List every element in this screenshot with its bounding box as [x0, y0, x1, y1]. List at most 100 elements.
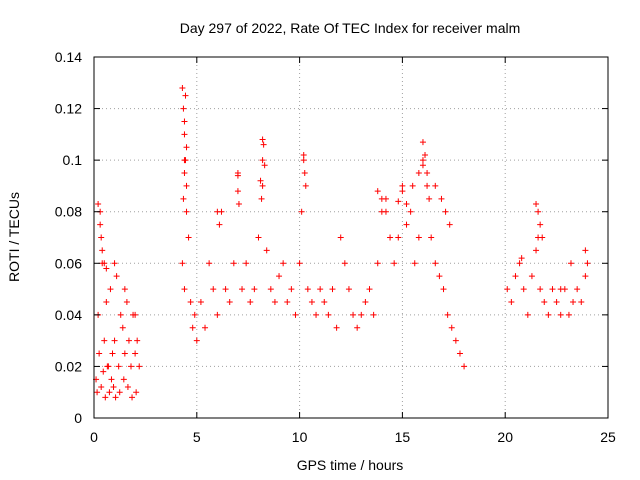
roti-data-point [578, 298, 585, 305]
roti-data-point [234, 188, 241, 195]
roti-data-point [300, 157, 307, 164]
roti-data-point [133, 389, 140, 396]
roti-data-point [354, 324, 361, 331]
roti-data-point [419, 139, 426, 146]
roti-data-point [298, 208, 305, 215]
y-axis-label: ROTI / TECUs [6, 192, 22, 282]
roti-data-point [387, 234, 394, 241]
roti-data-point [193, 337, 200, 344]
roti-data-point [584, 260, 591, 267]
roti-data-point [292, 311, 299, 318]
roti-data-point [210, 286, 217, 293]
roti-data-point [123, 298, 130, 305]
y-tick-label: 0.14 [55, 49, 82, 65]
roti-data-point [187, 298, 194, 305]
roti-data-point [116, 389, 123, 396]
roti-data-point [422, 151, 429, 158]
roti-data-point [370, 311, 377, 318]
roti-data-point [436, 273, 443, 280]
roti-data-point [444, 311, 451, 318]
roti-data-point [317, 286, 324, 293]
roti-data-point [399, 182, 406, 189]
roti-data-point [570, 298, 577, 305]
roti-data-point [382, 208, 389, 215]
roti-data-point [446, 221, 453, 228]
roti-data-point [419, 157, 426, 164]
roti-data-point [516, 260, 523, 267]
roti-data-point [362, 298, 369, 305]
roti-data-point [518, 255, 525, 262]
roti-data-point [99, 247, 106, 254]
roti-data-point [216, 221, 223, 228]
roti-data-point [508, 298, 515, 305]
roti-data-point [101, 260, 108, 267]
roti-data-point [520, 286, 527, 293]
roti-data-point [424, 170, 431, 177]
roti-data-point [442, 208, 449, 215]
roti-data-point [113, 273, 120, 280]
roti-data-point [456, 350, 463, 357]
roti-data-point [432, 182, 439, 189]
roti-data-point [128, 363, 135, 370]
roti-data-point [549, 286, 556, 293]
roti-data-point [183, 182, 190, 189]
y-tick-label: 0.02 [55, 358, 82, 374]
roti-data-point [296, 260, 303, 267]
roti-data-point [313, 311, 320, 318]
roti-data-point [181, 131, 188, 138]
roti-data-point [448, 324, 455, 331]
roti-data-point [255, 234, 262, 241]
roti-data-point [582, 273, 589, 280]
roti-data-point [102, 394, 109, 401]
roti-data-point [121, 286, 128, 293]
roti-data-point [179, 260, 186, 267]
roti-data-point [432, 260, 439, 267]
y-tick-label: 0.12 [55, 101, 82, 117]
roti-data-point [106, 389, 113, 396]
roti-data-point [403, 221, 410, 228]
roti-data-point [202, 324, 209, 331]
roti-data-point [419, 162, 426, 169]
roti-data-point [103, 265, 110, 272]
roti-data-point [565, 311, 572, 318]
roti-data-point [539, 234, 546, 241]
roti-data-point [96, 350, 103, 357]
roti-data-point [226, 298, 233, 305]
roti-data-point [259, 157, 266, 164]
roti-data-point [411, 260, 418, 267]
roti-data-point [263, 247, 270, 254]
roti-data-point [395, 234, 402, 241]
roti-data-point [183, 144, 190, 151]
roti-data-point [259, 182, 266, 189]
roti-data-point [428, 234, 435, 241]
roti-data-point [524, 311, 531, 318]
roti-data-point [284, 298, 291, 305]
roti-data-point [308, 298, 315, 305]
roti-data-point [535, 208, 542, 215]
roti-data-point [557, 286, 564, 293]
y-tick-label: 0 [74, 410, 82, 426]
roti-data-point [115, 363, 122, 370]
roti-data-point [110, 384, 117, 391]
plot-frame [93, 56, 609, 419]
roti-data-point [440, 286, 447, 293]
roti-data-point [533, 247, 540, 254]
roti-data-point [97, 221, 104, 228]
roti-data-point [235, 200, 242, 207]
roti-data-point [574, 286, 581, 293]
roti-data-point [378, 195, 385, 202]
y-tick-label: 0.06 [55, 255, 82, 271]
y-axis-tick-labels: 0 0.02 0.04 0.06 0.08 0.1 0.12 0.14 [55, 49, 82, 426]
data-points [93, 84, 591, 401]
roti-data-point [537, 221, 544, 228]
roti-data-point [304, 286, 311, 293]
roti-data-point [537, 286, 544, 293]
roti-data-point [582, 247, 589, 254]
roti-data-point [181, 286, 188, 293]
x-axis-label: GPS time / hours [297, 457, 404, 473]
roti-data-point [452, 337, 459, 344]
chart-title: Day 297 of 2022, Rate Of TEC Index for r… [180, 20, 521, 36]
y-tick-label: 0.1 [63, 152, 83, 168]
roti-data-point [374, 188, 381, 195]
